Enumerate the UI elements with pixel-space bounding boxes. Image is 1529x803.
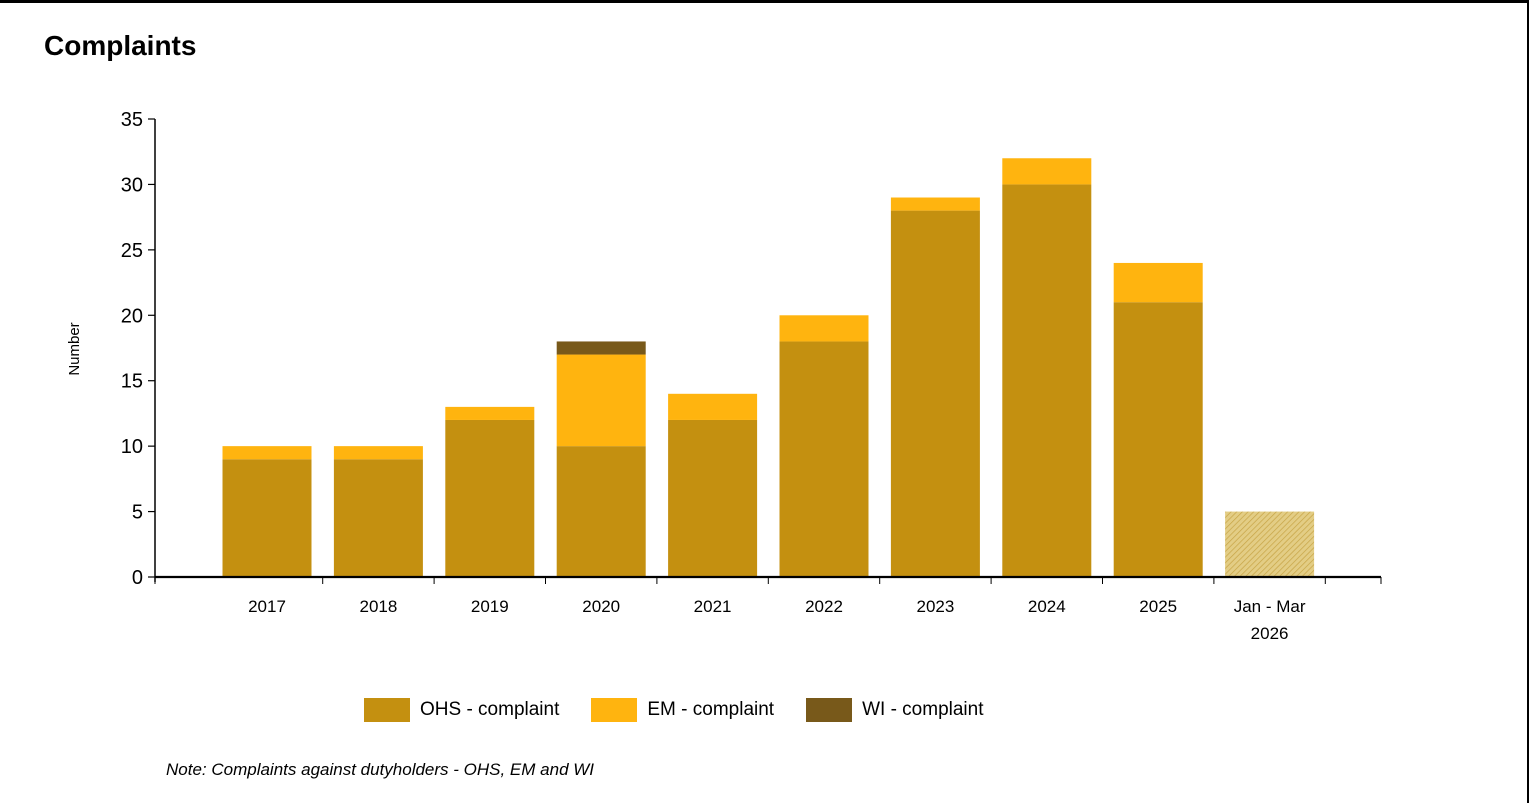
legend-item-wi: WI - complaint <box>806 698 984 722</box>
x-tick-label-3-0: 2020 <box>582 597 620 616</box>
legend-swatch-wi <box>806 698 853 722</box>
x-tick-label-7-0: 2024 <box>1028 597 1066 616</box>
x-tick-label-8-0: 2025 <box>1139 597 1177 616</box>
x-tick-label-6-0: 2023 <box>916 597 954 616</box>
top-border <box>0 0 1529 3</box>
y-tick-label-25: 25 <box>121 240 143 262</box>
bar-em-6 <box>890 197 980 211</box>
y-tick-label-5: 5 <box>132 502 143 524</box>
bar-em-2 <box>445 406 535 420</box>
bar-em-0 <box>222 446 312 460</box>
bar-ohs-8 <box>1113 302 1203 577</box>
legend-swatch-em <box>591 698 638 722</box>
bar-em-1 <box>333 446 423 460</box>
x-tick-label-4-0: 2021 <box>694 597 732 616</box>
y-tick-label-10: 10 <box>121 436 143 458</box>
bar-em-7 <box>1002 158 1092 185</box>
x-tick-label-0-0: 2017 <box>248 597 286 616</box>
page-title: Complaints <box>44 30 197 61</box>
bar-ohs-0 <box>222 459 312 577</box>
legend-label-ohs: OHS - complaint <box>420 699 560 720</box>
x-tick-label-2-0: 2019 <box>471 597 509 616</box>
x-tick-label-1-0: 2018 <box>359 597 397 616</box>
legend-swatch-ohs <box>364 698 410 722</box>
right-border <box>1527 0 1529 803</box>
bar-ohs-2 <box>445 419 535 577</box>
legend: OHS - complaint EM - complaint WI - comp… <box>364 698 1016 722</box>
bar-em-5 <box>779 315 869 342</box>
bar-ohs-9 <box>1225 511 1315 577</box>
legend-label-wi: WI - complaint <box>862 699 984 720</box>
bar-em-4 <box>668 393 758 420</box>
y-tick-label-15: 15 <box>121 371 143 393</box>
bar-ohs-5 <box>779 341 869 577</box>
y-tick-label-30: 30 <box>121 174 143 196</box>
bar-ohs-6 <box>890 210 980 577</box>
bar-ohs-4 <box>668 419 758 577</box>
legend-item-em: EM - complaint <box>591 698 774 722</box>
bar-em-3 <box>556 354 646 447</box>
bar-ohs-1 <box>333 459 423 577</box>
x-tick-label-5-0: 2022 <box>805 597 843 616</box>
bar-ohs-3 <box>556 446 646 577</box>
y-tick-label-35: 35 <box>121 109 143 131</box>
legend-label-em: EM - complaint <box>647 699 775 720</box>
y-tick-label-0: 0 <box>132 567 143 589</box>
chart-note: Note: Complaints against dutyholders - O… <box>166 760 595 779</box>
bar-em-8 <box>1113 262 1203 303</box>
bars-group <box>222 158 1315 577</box>
y-axis-title: Number <box>66 322 83 375</box>
x-tick-label-9-0: Jan - Mar <box>1234 597 1306 616</box>
y-tick-label-20: 20 <box>121 305 143 327</box>
bar-wi-3 <box>556 341 646 355</box>
legend-item-ohs: OHS - complaint <box>364 698 559 722</box>
bar-ohs-7 <box>1002 184 1092 577</box>
x-tick-label-9-1: 2026 <box>1251 624 1289 643</box>
